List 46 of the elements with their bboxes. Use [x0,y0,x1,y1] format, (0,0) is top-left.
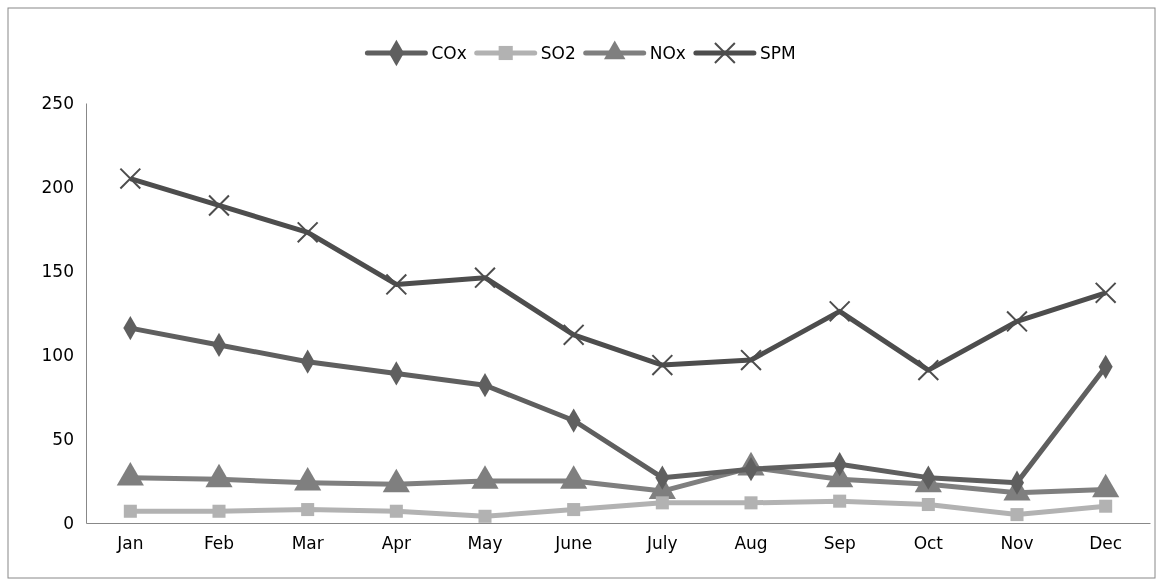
point [123,504,137,518]
x-tick-label: July [646,533,678,554]
legend-label: SO2 [540,42,576,63]
x-tick-label: Nov [1000,533,1034,554]
y-tick-label: 250 [41,92,74,113]
point [833,494,847,508]
x-tick-label: Jan [116,533,144,554]
point [474,266,496,289]
y-tick-label: 150 [41,260,74,281]
legend-label: SPM [759,42,796,63]
point [1094,281,1117,304]
x-tick-label: June [554,533,593,554]
point [296,221,319,244]
point [651,354,674,377]
point [478,509,492,523]
point [562,323,585,346]
point [385,273,408,296]
x-tick-label: Oct [913,533,944,554]
point [301,503,315,517]
y-tick-label: 50 [52,428,74,449]
point [208,194,230,217]
y-tick-label: 100 [41,344,74,365]
x-tick-label: Feb [203,533,235,554]
x-tick-label: Dec [1089,533,1123,554]
x-tick-label: Mar [291,533,324,554]
y-tick-label: 0 [63,512,74,533]
x-tick-label: May [467,533,503,554]
legend-label: NOx [649,42,686,63]
x-tick-label: Sep [823,533,856,554]
point [567,503,581,517]
point [655,496,669,510]
point [1006,310,1028,333]
point [921,498,935,512]
legend-label: COx [431,42,467,63]
point [917,359,940,382]
point [1099,499,1113,513]
point [212,504,226,518]
x-tick-label: Apr [381,533,412,554]
point [740,349,762,371]
point [119,167,142,190]
y-tick-label: 200 [41,176,74,197]
point [744,496,758,510]
point [828,300,851,323]
point [1010,508,1024,522]
x-tick-label: Aug [734,533,768,554]
point [389,504,403,518]
